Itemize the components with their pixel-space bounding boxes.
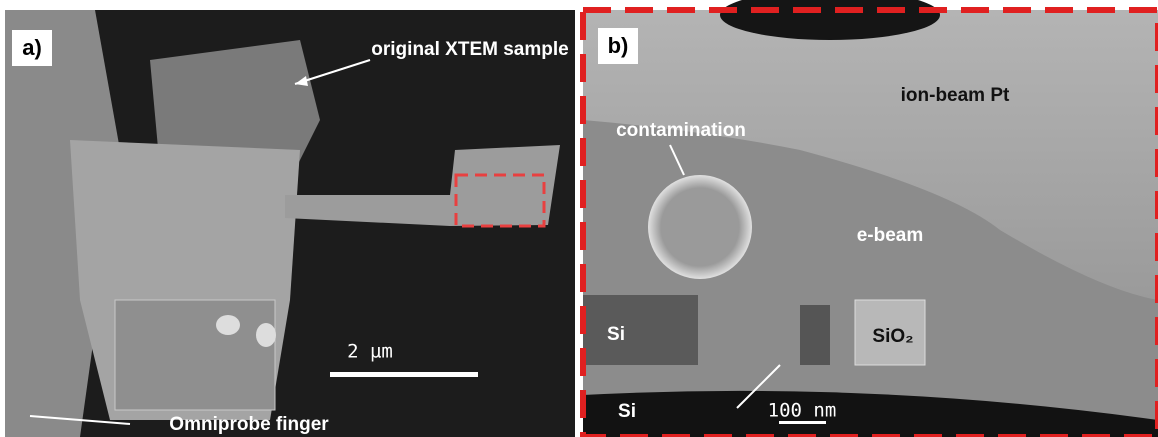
scale-bar-label: 100 nm: [768, 400, 837, 422]
annotation: Si: [618, 401, 636, 422]
annotation: Omniprobe finger: [169, 414, 329, 435]
feature: [256, 323, 276, 347]
scale-bar: [330, 372, 478, 377]
scale-bar: [779, 421, 826, 424]
annotation: original XTEM sample: [371, 39, 568, 60]
contamination-ball: [648, 175, 752, 279]
panel-b: b) ion-beam Pt contamination e-beam Si S…: [583, 0, 1158, 437]
structure: [800, 305, 830, 365]
annotation: SiO₂: [872, 326, 913, 347]
sample-block: [115, 300, 275, 410]
annotation: ion-beam Pt: [901, 85, 1010, 106]
panel-a: a) original XTEM sample Omniprobe finger…: [5, 10, 575, 437]
annotation: e-beam: [857, 225, 924, 246]
feature: [216, 315, 240, 335]
figure: a) original XTEM sample Omniprobe finger…: [0, 0, 1158, 437]
annotation: contamination: [616, 120, 746, 141]
annotation: Si: [607, 324, 625, 345]
panel-tag: a): [22, 35, 42, 60]
scale-bar-label: 2 µm: [347, 341, 393, 363]
panel-tag: b): [608, 33, 629, 58]
si-block: [583, 295, 698, 365]
page: {"panel_a": {"tag": "a)", "annotations":…: [0, 0, 1158, 437]
